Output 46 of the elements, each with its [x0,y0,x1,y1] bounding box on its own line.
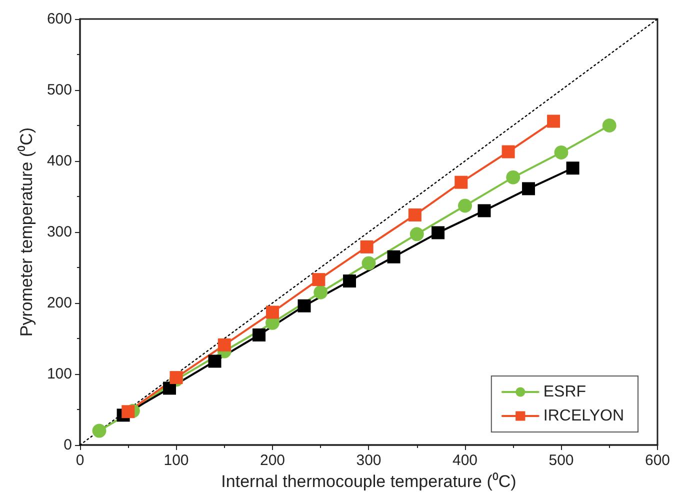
point [342,274,356,288]
point [522,182,536,196]
y-tick-label: 500 [46,82,72,98]
x-tick-label: 600 [644,452,670,469]
legend-label: ESRF [543,384,586,400]
point [218,338,231,352]
point [92,424,106,438]
legend-label: IRCELYON [543,408,624,424]
point [298,299,311,312]
point [387,250,400,264]
y-tick-label: 0 [64,436,72,454]
point [170,371,183,384]
x-tick-label: 100 [164,452,189,469]
point [458,198,472,213]
point [478,204,491,218]
point [432,226,445,240]
y-tick-label: 400 [46,152,72,170]
y-tick-label: 300 [46,224,72,240]
point [252,328,266,342]
point [122,405,135,418]
x-axis-title: Internal thermocouple temperature (⁰C) [221,472,516,491]
x-tick-label: 0 [76,452,84,469]
point [547,114,560,128]
point [312,273,326,286]
y-tick-label: 200 [46,294,72,312]
point [454,176,468,189]
point [362,256,376,270]
point [506,170,520,184]
point [410,227,424,242]
point [163,382,176,395]
y-axis-title: Pyrometer temperature (⁰C) [17,127,36,337]
point [266,306,279,319]
x-tick-label: 300 [356,452,382,469]
point [208,354,222,368]
point [360,240,374,254]
point [602,118,616,132]
x-tick-label: 200 [260,452,286,469]
x-tick-label: 400 [452,452,478,469]
point [566,162,580,175]
y-tick-label: 600 [46,10,72,28]
point [408,208,422,222]
point [314,285,328,300]
x-tick-label: 500 [548,452,574,469]
point [502,145,515,158]
point [554,145,568,160]
y-tick-label: 100 [46,366,72,382]
